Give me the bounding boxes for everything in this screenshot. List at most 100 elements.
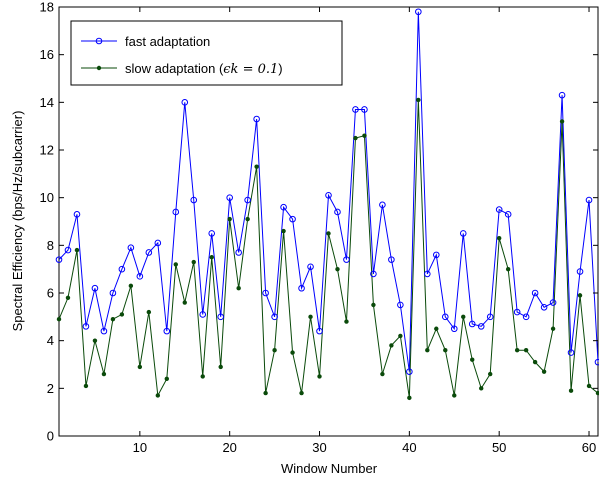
- data-point-fast: [468, 320, 476, 328]
- data-point-fast: [567, 349, 575, 356]
- data-point-slow: [146, 309, 152, 315]
- data-point-slow: [218, 364, 223, 370]
- data-point-slow: [317, 374, 322, 379]
- data-point-fast: [549, 299, 557, 306]
- data-point-fast: [379, 201, 386, 209]
- data-point-slow: [182, 300, 187, 305]
- data-point-fast: [55, 256, 63, 263]
- data-point-fast: [163, 327, 171, 335]
- data-point-slow: [290, 350, 295, 355]
- data-point-slow: [514, 348, 520, 353]
- series-line-0: [58, 11, 599, 372]
- y-tick-label: 14: [40, 95, 54, 110]
- legend-marker-slow: [96, 65, 102, 71]
- data-point-fast: [307, 263, 314, 271]
- data-point-fast: [406, 368, 413, 375]
- data-point-fast: [181, 99, 189, 106]
- x-tick-label: 60: [582, 440, 596, 455]
- data-point-fast: [450, 325, 458, 333]
- data-point-fast: [244, 196, 251, 204]
- data-point-fast: [109, 289, 117, 297]
- legend-label-fast: fast adaptation: [125, 34, 210, 49]
- data-point-fast: [316, 327, 323, 335]
- y-tick-label: 16: [40, 47, 54, 62]
- data-point-slow: [110, 317, 116, 322]
- data-point-fast: [424, 270, 431, 278]
- x-tick-label: 20: [222, 440, 236, 455]
- series-layer: [55, 8, 599, 401]
- data-point-fast: [513, 308, 521, 316]
- data-point-slow: [308, 314, 313, 320]
- data-point-slow: [200, 374, 205, 379]
- data-point-slow: [254, 164, 259, 169]
- data-point-fast: [253, 115, 260, 123]
- data-point-slow: [470, 357, 475, 362]
- data-point-slow: [461, 314, 466, 320]
- y-tick-label: 4: [47, 333, 54, 348]
- data-point-slow: [74, 247, 80, 253]
- data-point-fast: [235, 249, 242, 256]
- x-tick-label: 50: [492, 440, 506, 455]
- data-point-fast: [127, 244, 135, 252]
- data-point-slow: [155, 393, 161, 398]
- data-point-fast: [415, 8, 422, 16]
- y-tick-label: 12: [40, 143, 54, 158]
- y-tick-label: 8: [47, 238, 54, 253]
- data-point-fast: [145, 249, 153, 256]
- data-point-slow: [577, 293, 583, 298]
- data-point-slow: [83, 383, 89, 389]
- data-point-slow: [335, 266, 340, 272]
- data-point-fast: [477, 323, 485, 330]
- legend-label-slow-math: ϵk = 0.1: [223, 62, 278, 77]
- data-point-fast: [370, 270, 377, 278]
- data-point-fast: [199, 311, 207, 318]
- data-point-slow: [245, 216, 250, 222]
- y-tick-label: 0: [47, 429, 54, 444]
- data-point-slow: [586, 383, 592, 389]
- data-point-slow: [56, 317, 62, 322]
- data-point-fast: [531, 289, 539, 297]
- data-point-fast: [361, 106, 368, 113]
- data-point-fast: [82, 323, 90, 330]
- data-point-slow: [595, 390, 599, 396]
- data-point-fast: [441, 313, 449, 321]
- data-point-fast: [271, 313, 278, 321]
- data-point-slow: [299, 390, 304, 396]
- legend: fast adaptation slow adaptation (ϵk = 0.…: [70, 20, 343, 86]
- y-tick-label: 2: [47, 381, 54, 396]
- data-point-fast: [585, 196, 593, 204]
- data-point-slow: [398, 333, 403, 339]
- x-tick-label: 40: [402, 440, 416, 455]
- data-point-slow: [550, 326, 556, 331]
- data-point-slow: [452, 393, 457, 398]
- x-tick-label: 10: [133, 440, 147, 455]
- data-point-slow: [371, 302, 376, 308]
- data-point-fast: [334, 208, 341, 216]
- data-point-fast: [576, 268, 584, 275]
- data-point-slow: [416, 97, 421, 103]
- data-point-slow: [227, 216, 232, 222]
- data-point-fast: [325, 191, 332, 199]
- data-point-slow: [263, 390, 268, 396]
- legend-label-slow-suffix: ): [278, 61, 282, 76]
- data-point-slow: [362, 133, 367, 138]
- data-point-slow: [523, 348, 529, 353]
- data-point-fast: [136, 273, 144, 280]
- x-axis-label: Window Number: [281, 461, 378, 476]
- x-tick-label: 30: [312, 440, 326, 455]
- y-tick-label: 6: [47, 286, 54, 301]
- data-point-slow: [173, 262, 178, 267]
- y-axis-label: Spectral Efficiency (bps/Hz/subcarrier): [10, 111, 25, 332]
- data-point-fast: [388, 256, 395, 263]
- data-point-slow: [128, 283, 134, 289]
- data-point-slow: [434, 326, 439, 331]
- data-point-slow: [541, 369, 547, 374]
- data-point-fast: [226, 194, 233, 201]
- data-point-slow: [92, 338, 98, 343]
- data-point-slow: [101, 371, 107, 377]
- data-point-fast: [280, 203, 287, 211]
- data-point-slow: [479, 386, 484, 391]
- legend-marker-fast: [95, 37, 103, 45]
- data-point-slow: [389, 343, 394, 348]
- legend-label-slow-prefix: slow adaptation (: [125, 61, 224, 76]
